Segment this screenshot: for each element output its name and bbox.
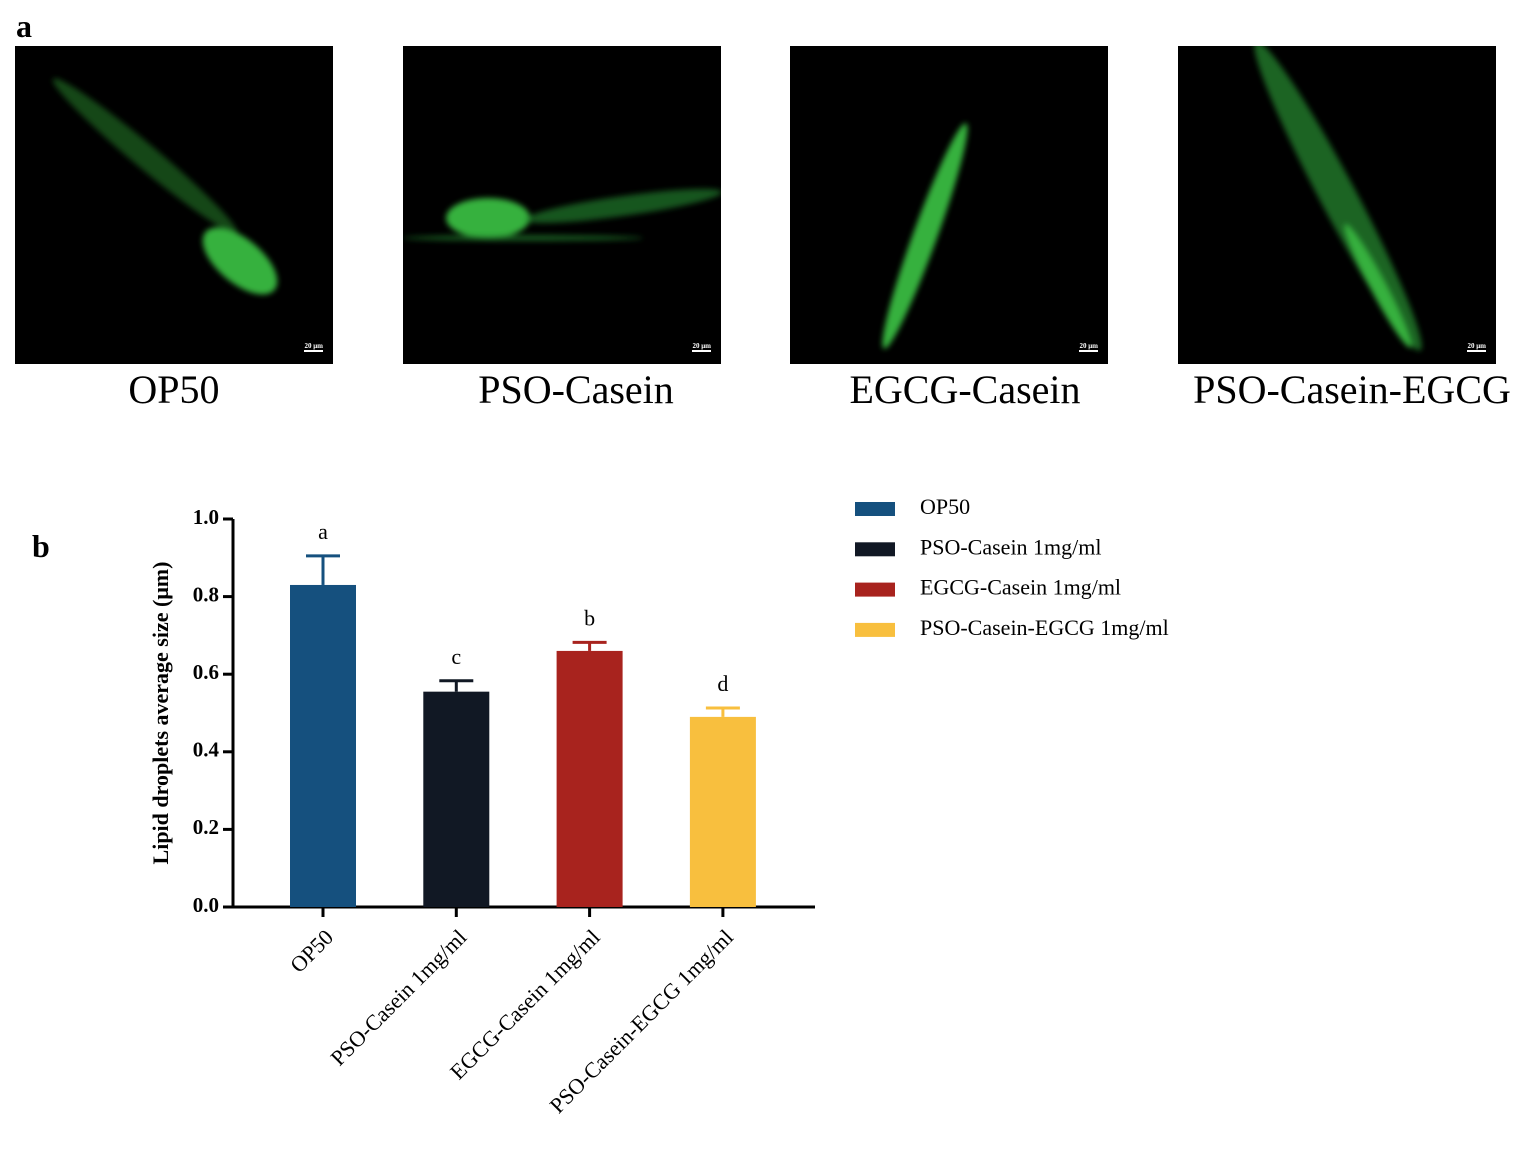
x-tick-label: OP50 — [285, 924, 338, 977]
micrograph: 20 μm — [790, 46, 1108, 364]
panel-label: b — [32, 528, 50, 564]
significance-letter: b — [584, 605, 595, 630]
panel-label: a — [16, 8, 32, 44]
x-tick-label: EGCG-Casein 1mg/ml — [445, 924, 605, 1084]
significance-letter: c — [451, 644, 461, 669]
micrograph: 20 μm — [403, 46, 721, 364]
micrograph-art — [1254, 46, 1422, 351]
legend-label: EGCG-Casein 1mg/ml — [920, 575, 1121, 600]
chart: Lipid droplets average size (μm) 0.0 0.2 0… — [148, 494, 1169, 1118]
bar — [556, 650, 623, 907]
y-axis-label: Lipid droplets average size (μm) — [148, 562, 173, 865]
legend-swatch — [855, 622, 895, 637]
scale-bar: 20 μm — [304, 342, 323, 352]
legend-swatch — [855, 582, 895, 597]
y-tick-label: 0.8 — [193, 582, 219, 606]
caption: OP50 — [128, 367, 220, 412]
scale-bar: 20 μm — [1467, 342, 1486, 352]
caption: EGCG-Casein — [849, 367, 1081, 412]
legend-swatch — [855, 542, 895, 557]
y-tick-label: 0.4 — [193, 738, 220, 762]
legend-label: PSO-Casein 1mg/ml — [920, 534, 1102, 559]
legend-swatch — [855, 502, 895, 516]
significance-letter: d — [717, 671, 728, 696]
micrograph-art — [882, 123, 968, 349]
bar — [423, 691, 490, 907]
y-tick-label: 0.2 — [193, 815, 219, 839]
micrograph: 20 μm — [15, 46, 333, 364]
scale-bar: 20 μm — [1079, 342, 1098, 352]
bar — [689, 716, 756, 907]
micrograph: 20 μm — [1178, 46, 1496, 364]
y-tick-label: 1.0 — [193, 505, 219, 529]
significance-letter: a — [318, 519, 328, 544]
caption: PSO-Casein — [478, 367, 674, 412]
micrograph-art — [52, 78, 278, 295]
micrograph-art — [403, 188, 721, 241]
legend-label: OP50 — [920, 494, 970, 519]
x-tick-label: PSO-Casein 1mg/ml — [325, 924, 471, 1070]
y-tick-label: 0.0 — [193, 893, 219, 917]
legend-label: PSO-Casein-EGCG 1mg/ml — [920, 615, 1169, 640]
bar — [290, 584, 356, 907]
y-tick-label: 0.6 — [193, 660, 219, 684]
scale-bar: 20 μm — [692, 342, 711, 352]
caption: PSO-Casein-EGCG — [1193, 367, 1511, 412]
